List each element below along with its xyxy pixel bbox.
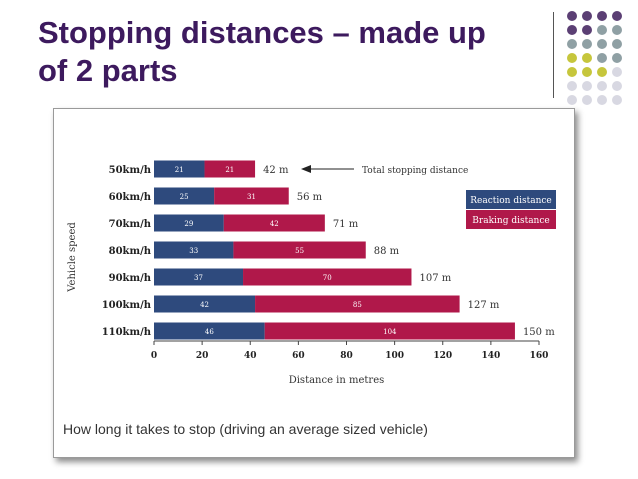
y-axis-label: Vehicle speed [67,222,78,293]
braking-bar [214,187,289,205]
x-tick-label: 20 [196,351,209,361]
total-distance-label: 71 m [333,219,359,230]
decorative-dot [612,25,622,35]
reaction-bar [154,160,205,178]
segment-value-label: 85 [353,301,362,309]
category-label: 80km/h [109,246,152,257]
total-distance-label: 56 m [297,192,323,203]
reaction-bar [154,214,224,232]
decorative-dot [567,95,577,105]
decorative-dot [597,95,607,105]
decorative-dot [597,81,607,91]
decorative-dot-grid [567,11,622,105]
stopping-distance-chart: Vehicle speed 50km/h 60km/h 70km/h 80km/h 90k… [67,160,556,386]
decorative-dot [582,39,592,49]
decorative-dot [582,81,592,91]
chart-frame: Vehicle speed 50km/h 60km/h 70km/h 80km/h 90k… [53,108,575,458]
decorative-dot [597,67,607,77]
segment-value-label: 55 [295,247,304,255]
x-tick-label: 120 [433,351,452,361]
x-tick-label: 0 [151,351,157,361]
annotation-text: Total stopping distance [362,166,468,176]
segment-value-label: 33 [189,247,198,255]
decorative-dot [582,25,592,35]
decorative-dot [582,95,592,105]
segment-value-label: 21 [225,166,234,174]
braking-bar [204,160,256,178]
reaction-bar [154,295,256,313]
total-distance-label: 127 m [468,300,500,311]
x-tick-label: 80 [340,351,353,361]
decorative-dot [567,81,577,91]
reaction-bar [154,268,244,286]
segment-value-label: 29 [184,220,193,228]
category-label: 110km/h [102,327,152,338]
decorative-dot [612,95,622,105]
segment-value-label: 42 [200,301,209,309]
decorative-dot [597,25,607,35]
legend-swatch [466,210,556,229]
decorative-dot [567,67,577,77]
segment-value-label: 104 [383,328,397,336]
x-tick-label: 140 [481,351,500,361]
decorative-dot [567,25,577,35]
segment-value-label: 25 [180,193,189,201]
braking-bar [264,322,515,340]
decorative-dot [597,11,607,21]
braking-bar [243,268,412,286]
braking-bar [223,214,325,232]
decorative-dot [582,67,592,77]
title-line-1: Stopping distances – made up [38,15,486,50]
x-tick-label: 40 [244,351,257,361]
category-label: 70km/h [109,219,152,230]
decorative-dot [597,39,607,49]
decorative-dot [612,53,622,63]
decorative-dot [567,53,577,63]
category-label: 100km/h [102,300,152,311]
category-label: 50km/h [109,165,152,176]
decorative-dot [567,11,577,21]
decorative-dot [612,39,622,49]
title-divider [553,12,554,98]
decorative-dot [612,11,622,21]
x-axis-label: Distance in metres [289,375,385,386]
x-tick-label: 60 [292,351,305,361]
decorative-dot [582,53,592,63]
reaction-bar [154,241,234,259]
braking-bar [255,295,460,313]
decorative-dot [612,81,622,91]
chart-caption: How long it takes to stop (driving an av… [63,421,428,437]
legend-label: Reaction distance [470,196,551,206]
reaction-bar [154,322,265,340]
x-tick-label: 160 [530,351,549,361]
legend-label: Braking distance [472,216,549,226]
segment-value-label: 37 [194,274,203,282]
decorative-dot [567,39,577,49]
braking-bar [233,241,366,259]
total-distance-label: 42 m [263,165,289,176]
total-distance-label: 107 m [419,273,451,284]
reaction-bar [154,187,215,205]
category-label: 90km/h [109,273,152,284]
x-tick-label: 100 [385,351,404,361]
segment-value-label: 21 [175,166,184,174]
segment-value-label: 31 [247,193,256,201]
total-distance-label: 88 m [374,246,400,257]
decorative-dot [612,67,622,77]
segment-value-label: 70 [323,274,332,282]
decorative-dot [597,53,607,63]
decorative-dot [582,11,592,21]
category-label: 60km/h [109,192,152,203]
slide-title: Stopping distances – made up of 2 parts [38,14,538,90]
annotation-arrow-head [301,165,311,173]
title-line-2: of 2 parts [38,53,178,88]
segment-value-label: 42 [270,220,279,228]
total-distance-label: 150 m [523,327,555,338]
legend-swatch [466,190,556,209]
segment-value-label: 46 [205,328,214,336]
